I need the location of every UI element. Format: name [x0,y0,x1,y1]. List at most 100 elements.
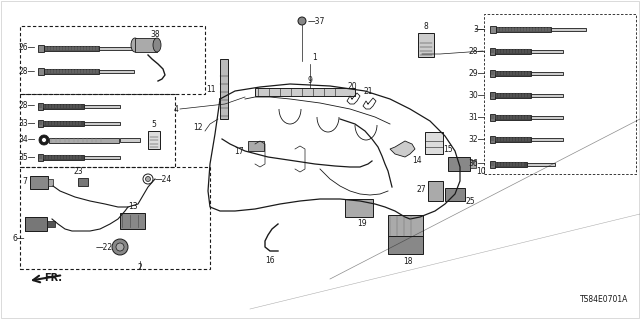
Bar [30,176,48,189]
Bar [445,188,465,201]
Bar [495,70,531,76]
Bar [49,137,119,143]
Text: 5: 5 [152,120,156,129]
Bar [99,70,134,72]
Bar [490,160,495,167]
Text: FR.: FR. [44,273,62,283]
Bar [484,14,636,174]
Text: 12: 12 [193,122,203,131]
Bar [531,71,563,75]
Text: 6—: 6— [13,234,25,243]
Bar [83,155,120,159]
Polygon shape [390,141,415,157]
Text: 29—: 29— [468,69,486,78]
Bar [428,181,443,201]
Text: 28—: 28— [19,101,36,110]
Bar [490,114,495,121]
Bar [490,70,495,77]
Circle shape [143,174,153,184]
Text: 14: 14 [412,156,422,165]
Bar [490,136,495,143]
Text: —37: —37 [308,17,325,26]
Circle shape [298,17,306,25]
Text: 28—: 28— [469,47,486,56]
Bar [78,178,88,186]
Bar [38,102,43,109]
Bar [495,115,531,120]
Text: 7: 7 [22,177,27,187]
Text: TS84E0701A: TS84E0701A [580,295,628,304]
Bar [470,160,476,168]
Bar [531,137,563,140]
Bar [531,49,563,53]
Bar [531,93,563,97]
Bar [43,121,83,125]
Bar [48,179,53,186]
Circle shape [112,239,128,255]
Bar [38,68,44,75]
Bar [495,161,527,167]
Bar [135,38,157,52]
Text: 23: 23 [73,167,83,176]
Text: 30—: 30— [468,91,486,100]
Text: 33—: 33— [19,118,36,128]
Text: 2: 2 [138,263,142,271]
Text: 32—: 32— [468,135,486,144]
Text: 17: 17 [234,146,244,155]
Text: 11: 11 [207,85,216,93]
Text: 26—: 26— [19,43,36,53]
Ellipse shape [131,38,139,52]
Bar [20,94,175,167]
Text: —22: —22 [96,242,113,251]
Text: 34—: 34— [19,136,36,145]
Bar [43,103,83,108]
Bar [255,88,355,96]
Bar [44,46,99,50]
Text: 1: 1 [312,53,317,62]
Text: 28—: 28— [19,66,36,76]
Bar [425,132,443,154]
Bar [99,47,134,49]
Text: 35—: 35— [19,152,36,161]
Bar [20,167,210,269]
Bar [531,115,563,118]
Text: 16: 16 [265,256,275,265]
Text: 4: 4 [173,105,178,114]
Bar [44,69,99,73]
Text: 10: 10 [476,167,486,175]
Circle shape [116,243,124,251]
Bar [120,213,145,229]
Text: 18: 18 [403,257,413,266]
Bar [25,217,47,231]
Text: 15: 15 [443,145,452,154]
Bar [148,131,160,149]
Text: 31—: 31— [468,113,486,122]
Bar [83,105,120,108]
Bar [83,122,120,124]
Text: 27: 27 [417,184,426,194]
Bar [495,48,531,54]
Bar [495,137,531,142]
Bar [345,199,373,217]
Text: 36—: 36— [468,160,486,168]
Text: 19: 19 [357,219,367,228]
Text: —24: —24 [155,174,172,183]
Bar [551,27,586,31]
Bar [418,33,434,57]
Text: 8: 8 [424,22,428,31]
Bar [38,153,43,160]
Circle shape [145,176,150,182]
Bar [248,141,264,151]
Bar [448,157,470,171]
Bar [38,44,44,51]
Bar [43,154,83,160]
Text: 25: 25 [466,197,476,205]
Bar [496,26,551,32]
Bar [120,138,140,142]
Ellipse shape [153,38,161,52]
Text: 38: 38 [150,30,160,39]
Bar [490,48,495,55]
Bar [388,236,423,254]
Bar [495,93,531,98]
Bar [220,59,228,119]
